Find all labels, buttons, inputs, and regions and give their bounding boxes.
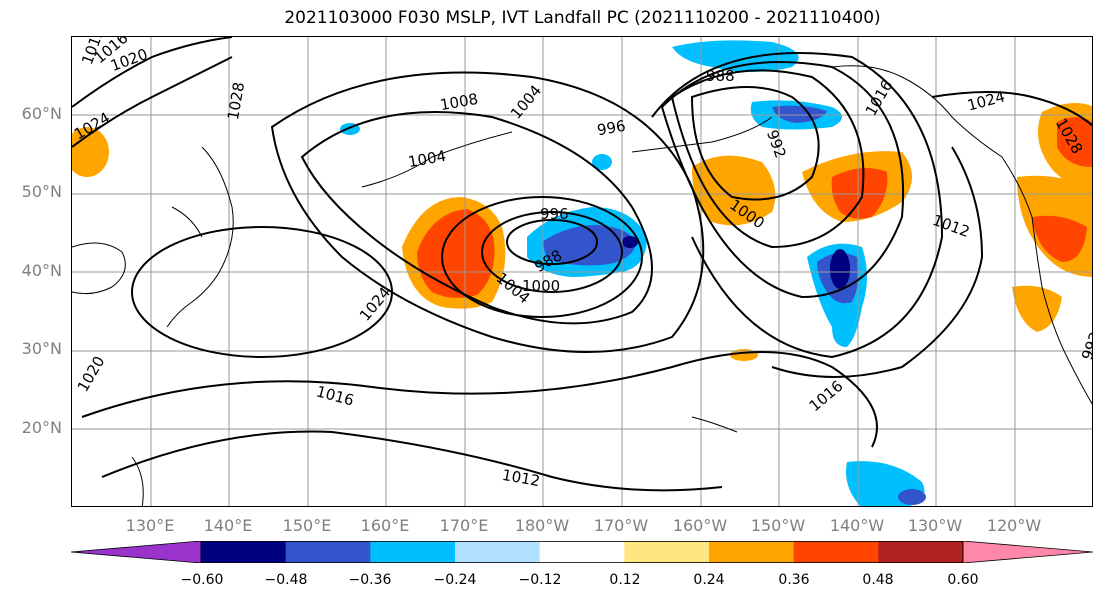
- isobar-label: 988: [706, 67, 735, 85]
- isobars: [72, 37, 1092, 492]
- isobar-1012: [270, 71, 705, 353]
- lon-label: 170°E: [439, 516, 489, 535]
- ivt-blob-central-red: [417, 209, 495, 298]
- lon-label: 140°W: [829, 516, 885, 535]
- map-title: 2021103000 F030 MSLP, IVT Landfall PC (2…: [284, 8, 881, 28]
- lat-label: 40°N: [21, 261, 62, 280]
- isobar-1024: [131, 226, 393, 358]
- isobar-1012-south: [101, 430, 723, 492]
- colorbar-tick: 0.36: [778, 572, 810, 588]
- lat-label: 60°N: [21, 104, 62, 123]
- colorbar-arrow-right: [962, 540, 1094, 564]
- colorbar-segment: [539, 541, 625, 563]
- lon-label: 150°E: [282, 516, 332, 535]
- isobar-996: [506, 219, 598, 265]
- lon-label: 180°W: [514, 516, 570, 535]
- colorbar-tick: 0.48: [862, 572, 894, 588]
- colorbar-segment: [709, 541, 795, 563]
- isobar-label: 996: [540, 205, 569, 223]
- lat-label: 30°N: [21, 339, 62, 358]
- colorbar-segment: [285, 541, 371, 563]
- isobar-label: 1000: [522, 277, 561, 295]
- ivt-blob-alaska-dark: [772, 105, 827, 123]
- isobar-1016: [81, 351, 878, 448]
- isobar-1024-nw: [72, 56, 233, 148]
- isobar-1004: [441, 196, 643, 318]
- ivt-blob-gulf-red: [831, 168, 888, 219]
- ivt-shading: [72, 40, 1092, 506]
- lon-label: 130°W: [907, 516, 963, 535]
- lon-label: 160°E: [360, 516, 410, 535]
- ivt-blob-central-dark: [542, 225, 637, 266]
- ivt-blob-south-dark: [898, 489, 926, 505]
- colorbar-arrow-left: [70, 540, 202, 564]
- isobar-992: [670, 69, 865, 249]
- ivt-blob-small-2: [592, 154, 612, 170]
- isobar-1016-ne: [771, 146, 984, 378]
- isobar-988: [690, 86, 820, 201]
- ivt-blob-alaska-blue: [672, 40, 799, 72]
- colorbar-segment: [370, 541, 456, 563]
- colorbar-tick: 0.12: [609, 572, 641, 588]
- colorbar-segment: [201, 541, 287, 563]
- colorbar: [70, 540, 1094, 564]
- lon-label: 130°E: [125, 516, 175, 535]
- colorbar-tick: 0.60: [947, 572, 979, 588]
- lon-label: 150°W: [750, 516, 806, 535]
- ivt-blob-california: [1012, 285, 1062, 332]
- lon-label: 120°W: [986, 516, 1042, 535]
- isobar-1012-ne: [651, 52, 944, 359]
- colorbar-svg: [70, 540, 1094, 564]
- colorbar-segment: [455, 541, 541, 563]
- colorbar-segment: [624, 541, 710, 563]
- isobar-1024-ne: [931, 91, 1092, 127]
- isobar-1000: [481, 211, 623, 293]
- ivt-blob-canada-red: [1057, 117, 1092, 167]
- ivt-blob-ne-core: [830, 249, 850, 289]
- ivt-blob-pnw-red: [1032, 215, 1087, 262]
- coastlines: [72, 65, 1092, 506]
- lat-label: 50°N: [21, 182, 62, 201]
- colorbar-tick: −0.24: [433, 572, 477, 588]
- isobar-1020: [72, 37, 233, 108]
- colorbar-tick: −0.60: [180, 572, 224, 588]
- isobar-1008: [300, 111, 653, 325]
- map-canvas: [72, 37, 1092, 506]
- colorbar-tick: −0.12: [518, 572, 562, 588]
- colorbar-border: [200, 541, 964, 563]
- isobar-1000-ne: [660, 61, 905, 299]
- ivt-blob-gulf-1: [692, 155, 776, 226]
- colorbar-tick: −0.36: [348, 572, 392, 588]
- colorbar-tick: 0.24: [693, 572, 725, 588]
- lon-label: 160°W: [672, 516, 728, 535]
- lon-label: 170°W: [593, 516, 649, 535]
- lon-label: 140°E: [203, 516, 253, 535]
- colorbar-tick: −0.48: [264, 572, 308, 588]
- colorbar-segment: [878, 541, 964, 563]
- map-panel: 1012 1016 1020 1024 1028 1008 1004 1004 …: [71, 36, 1093, 507]
- ivt-blob-central-core: [622, 236, 638, 248]
- lat-label: 20°N: [21, 418, 62, 437]
- colorbar-segment: [793, 541, 879, 563]
